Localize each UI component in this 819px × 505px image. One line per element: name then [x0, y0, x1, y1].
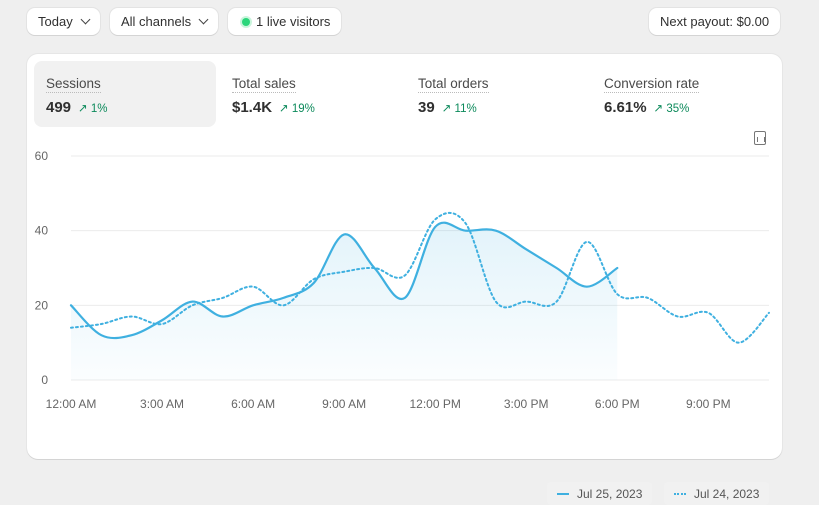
arrow-up-right-icon: ↗ — [279, 103, 289, 115]
x-tick-label: 3:00 AM — [140, 397, 184, 411]
series-area — [71, 222, 618, 380]
live-visitors-label: 1 live visitors — [256, 14, 331, 29]
legend-label: Jul 25, 2023 — [577, 486, 643, 501]
arrow-up-right-icon: ↗ — [441, 103, 452, 115]
metric-change: ↗ 1% — [78, 103, 108, 115]
legend-label: Jul 24, 2023 — [694, 486, 760, 501]
metric-label: Sessions — [46, 76, 101, 93]
x-tick-label: 6:00 PM — [595, 397, 640, 411]
live-dot-icon — [242, 17, 250, 26]
y-tick-label: 0 — [41, 373, 48, 387]
metric-label: Total sales — [232, 76, 296, 93]
x-tick-label: 9:00 AM — [322, 397, 366, 411]
metric-value: 499 — [46, 99, 72, 116]
next-payout-label: Next payout: $0.00 — [660, 14, 770, 29]
metric-conversion-rate[interactable]: Conversion rate 6.61% ↗ 35% — [592, 61, 774, 127]
x-tick-label: 6:00 AM — [231, 397, 275, 411]
y-tick-label: 20 — [35, 298, 49, 312]
series-line-jul-24 — [70, 211, 770, 344]
y-tick-label: 40 — [35, 224, 49, 238]
metric-change: ↗ 11% — [441, 103, 477, 115]
chart-report-icon[interactable] — [754, 131, 766, 145]
metric-value: 6.61% — [604, 99, 647, 116]
sessions-chart: 0 20 40 60 12:00 AM 3:00 AM 6:00 AM 9:00 AM 12:0… — [35, 149, 770, 411]
series-line-jul-25 — [69, 221, 619, 340]
x-tick-label: 9:00 PM — [686, 397, 731, 411]
metric-sessions[interactable]: Sessions 499 ↗ 1% — [34, 61, 216, 127]
metric-total-sales[interactable]: Total sales $1.4K ↗ 19% — [220, 61, 402, 127]
legend-item-jul-25[interactable]: Jul 25, 2023 — [547, 482, 653, 505]
arrow-up-right-icon: ↗ — [78, 103, 88, 115]
date-range-label: Today — [38, 14, 73, 29]
legend-item-jul-24[interactable]: Jul 24, 2023 — [664, 482, 770, 505]
x-tick-label: 3:00 PM — [504, 397, 549, 411]
y-tick-label: 60 — [35, 149, 49, 163]
metric-value: 39 — [418, 99, 435, 116]
analytics-card: Sessions 499 ↗ 1% Total sales $1.4K ↗ 19% To… — [27, 54, 782, 505]
metric-change: ↗ 19% — [279, 103, 315, 115]
solid-line-icon — [557, 492, 569, 495]
live-visitors-button[interactable]: 1 live visitors — [228, 8, 342, 35]
metric-label: Conversion rate — [604, 76, 700, 93]
dotted-line-icon — [674, 492, 686, 495]
channel-filter-label: All channels — [121, 14, 192, 29]
channel-filter-button[interactable]: All channels — [110, 8, 219, 35]
x-tick-label: 12:00 PM — [409, 397, 460, 411]
metric-label: Total orders — [418, 76, 489, 93]
x-tick-label: 12:00 AM — [46, 397, 97, 411]
next-payout-button[interactable]: Next payout: $0.00 — [649, 8, 781, 35]
metric-value: $1.4K — [232, 99, 273, 116]
arrow-up-right-icon: ↗ — [653, 103, 664, 115]
metric-total-orders[interactable]: Total orders 39 ↗ 11% — [406, 61, 588, 127]
date-range-button[interactable]: Today — [27, 8, 100, 35]
metric-change: ↗ 35% — [653, 103, 690, 115]
